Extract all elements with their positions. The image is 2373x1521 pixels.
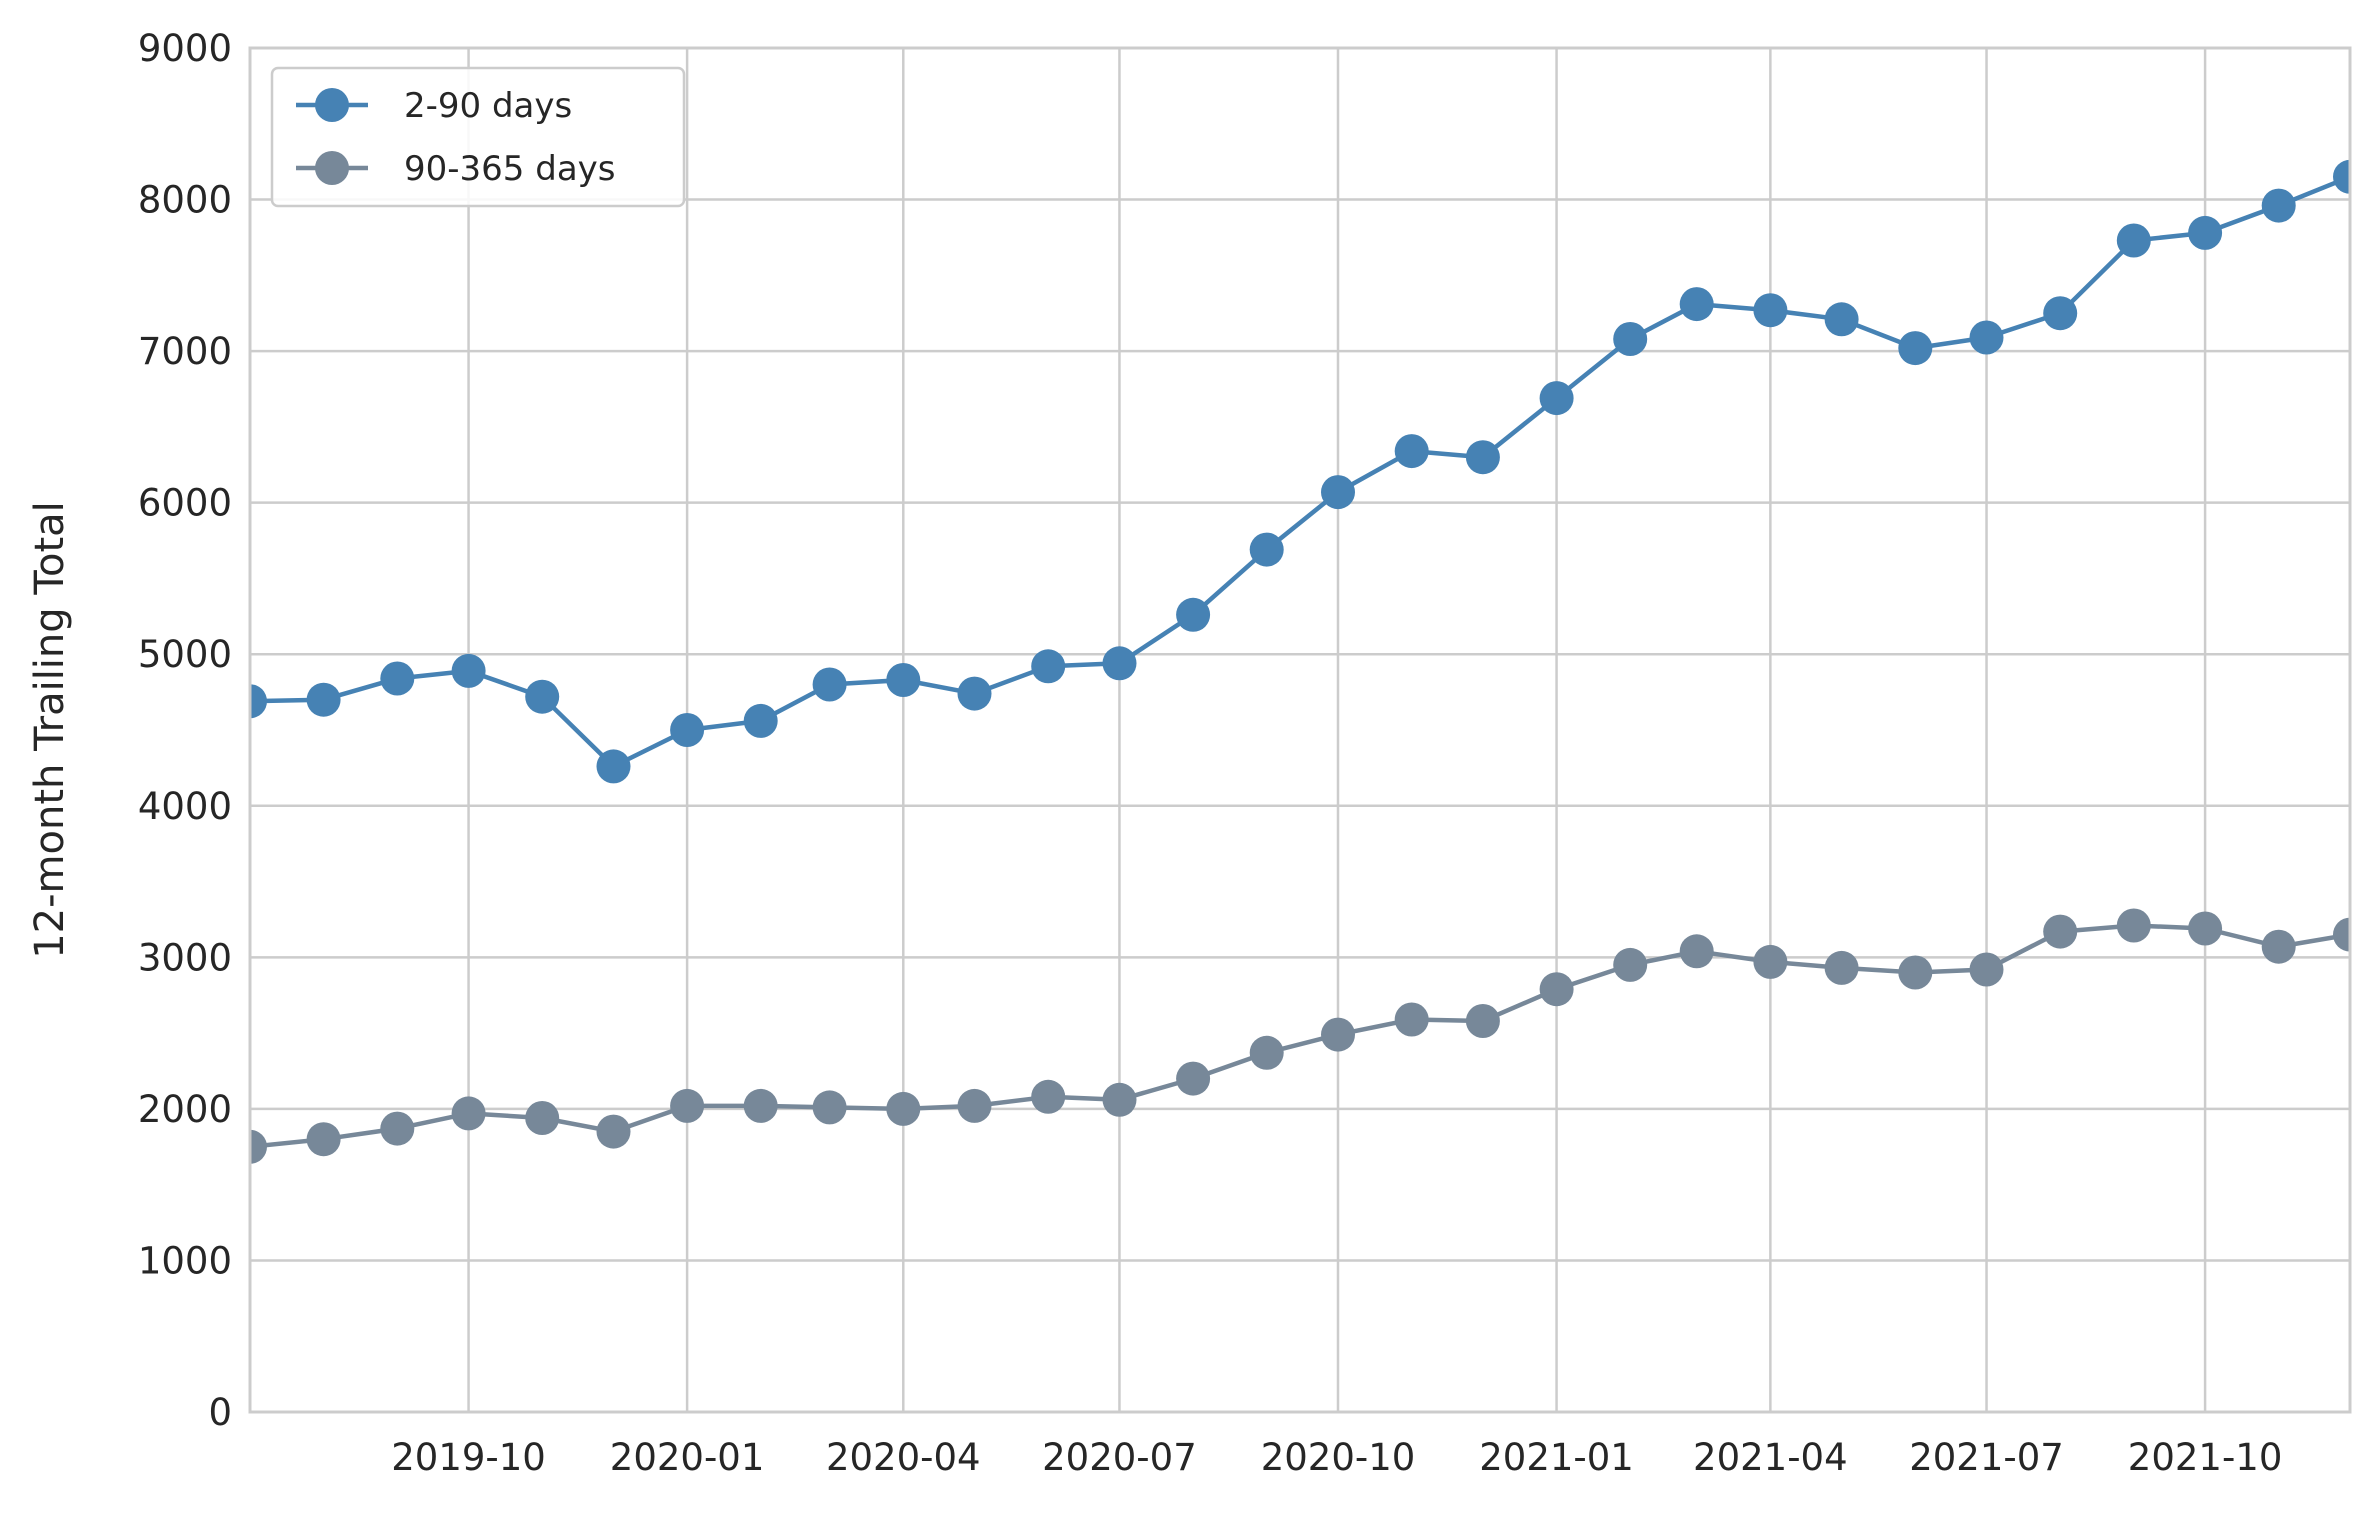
y-tick-label: 3000 <box>138 936 232 979</box>
series-1 <box>250 159 2350 784</box>
data-point <box>380 661 415 696</box>
legend: 2-90 days 90-365 days <box>270 66 686 208</box>
data-point <box>1102 1082 1137 1117</box>
x-tick-label: 2020-07 <box>1042 1436 1197 1479</box>
legend-item-1: 2-90 days <box>296 86 572 126</box>
data-point <box>886 1091 921 1126</box>
data-point <box>1679 934 1714 969</box>
data-point <box>525 679 560 714</box>
data-point <box>2261 929 2296 964</box>
data-point <box>1824 302 1859 337</box>
data-point <box>1898 331 1933 366</box>
series-2 <box>250 908 2350 1164</box>
data-point <box>1394 434 1429 469</box>
data-point <box>1321 1017 1355 1052</box>
data-point <box>2261 188 2296 223</box>
data-point <box>2043 914 2078 949</box>
data-point <box>1394 1002 1429 1037</box>
data-point <box>1176 597 1211 632</box>
data-point <box>1753 293 1788 328</box>
data-point <box>1031 1079 1066 1114</box>
y-tick-label: 9000 <box>138 27 232 70</box>
y-tick-label: 0 <box>208 1391 232 1434</box>
data-point <box>1613 322 1648 356</box>
legend-swatch-marker <box>315 151 349 185</box>
data-point <box>670 1088 705 1123</box>
data-point <box>250 684 267 719</box>
data-point <box>596 1114 631 1149</box>
legend-label: 2-90 days <box>404 86 572 126</box>
data-point <box>451 653 486 688</box>
legend-swatch-marker <box>315 88 349 122</box>
y-tick-label: 4000 <box>138 785 232 828</box>
data-point <box>1824 950 1859 985</box>
data-point <box>2188 911 2223 946</box>
x-tick-label: 2021-07 <box>1909 1436 2064 1479</box>
x-tick-label: 2020-04 <box>826 1436 981 1479</box>
x-tick-label: 2020-10 <box>1261 1436 1416 1479</box>
data-point <box>250 1129 267 1164</box>
data-point <box>306 682 341 717</box>
data-point <box>1465 1004 1500 1038</box>
plot-frame <box>248 46 2352 1414</box>
legend-label: 90-365 days <box>404 149 616 189</box>
data-point <box>1969 320 2004 355</box>
x-tick-label: 2020-01 <box>610 1436 765 1479</box>
x-tick-label: 2021-01 <box>1479 1436 1634 1479</box>
legend-item-2: 90-365 days <box>296 149 616 189</box>
x-tick-label: 2021-10 <box>2128 1436 2283 1479</box>
data-point <box>812 667 847 702</box>
data-point <box>1539 381 1574 416</box>
data-point <box>2188 215 2223 250</box>
data-point <box>1898 955 1933 990</box>
data-point <box>451 1096 486 1131</box>
data-point <box>886 663 921 697</box>
data-point <box>1753 944 1788 979</box>
data-point <box>2043 296 2078 331</box>
series-layer <box>250 159 2350 1164</box>
data-point <box>1176 1061 1211 1096</box>
data-point <box>1102 646 1137 681</box>
y-tick-label: 1000 <box>138 1239 232 1282</box>
y-tick-label: 7000 <box>138 330 232 373</box>
grid-lines <box>250 46 2350 1414</box>
x-tick-label: 2019-10 <box>391 1436 546 1479</box>
data-point <box>525 1101 560 1135</box>
data-point <box>743 703 778 738</box>
y-tick-label: 5000 <box>138 633 232 676</box>
data-point <box>1539 972 1574 1007</box>
x-tick-label: 2021-04 <box>1693 1436 1848 1479</box>
data-point <box>2333 917 2350 952</box>
y-axis-title: 12-month Trailing Total <box>27 501 73 959</box>
data-point <box>1679 287 1714 322</box>
data-point <box>1613 947 1648 982</box>
data-point <box>306 1122 341 1157</box>
data-point <box>1249 532 1284 567</box>
tick-labels: 0 1000 2000 3000 4000 5000 6000 7000 8000 9000 201… <box>138 27 2283 1479</box>
data-point <box>2333 159 2350 194</box>
data-point <box>1465 440 1500 475</box>
data-point <box>1031 649 1066 684</box>
legend-box <box>270 66 686 208</box>
data-point <box>812 1090 847 1125</box>
y-tick-label: 6000 <box>138 482 232 525</box>
data-point <box>1249 1035 1284 1070</box>
data-point <box>2116 908 2151 943</box>
data-point <box>1321 475 1355 510</box>
y-tick-label: 8000 <box>138 179 232 222</box>
data-point <box>2116 223 2151 258</box>
data-point <box>957 1088 992 1123</box>
data-point <box>380 1111 415 1146</box>
data-point <box>743 1088 778 1123</box>
data-point <box>957 676 992 711</box>
y-tick-label: 2000 <box>138 1088 232 1131</box>
data-point <box>670 713 705 747</box>
data-point <box>596 749 631 784</box>
data-point <box>1969 952 2004 987</box>
